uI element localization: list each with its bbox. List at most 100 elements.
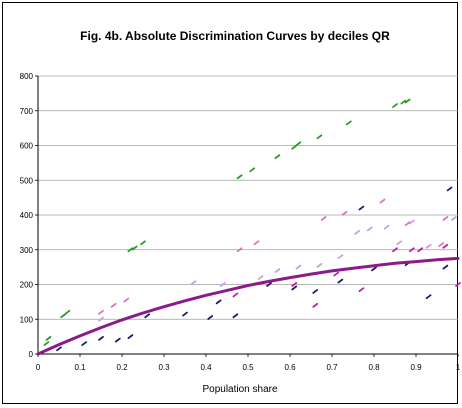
data-point-navy xyxy=(182,311,188,317)
data-point-lavender xyxy=(337,254,344,260)
data-point-green xyxy=(140,240,146,246)
x-tick-label: 0.3 xyxy=(158,363,170,372)
x-tick-label: 0.6 xyxy=(284,363,296,372)
y-tick-label: 800 xyxy=(20,72,34,81)
data-point-navy xyxy=(337,278,344,284)
y-tick-labels: 0 100 200 300 400 500 600 700 800 xyxy=(20,72,34,359)
data-point-magenta xyxy=(312,302,319,308)
x-tick-label: 0.8 xyxy=(368,363,380,372)
data-point-pink xyxy=(123,297,130,303)
data-point-lavender xyxy=(396,240,403,246)
data-point-navy xyxy=(207,315,214,320)
data-point-green xyxy=(404,98,411,104)
data-point-pink xyxy=(236,247,243,253)
data-point-navy xyxy=(127,334,134,340)
data-point-pink xyxy=(379,198,386,204)
data-point-green xyxy=(316,134,323,140)
data-point-pink xyxy=(404,221,411,227)
data-point-magenta xyxy=(417,247,424,253)
data-point-navy xyxy=(312,289,319,294)
data-point-navy xyxy=(98,335,104,341)
data-point-pink xyxy=(438,242,445,247)
x-tick-label: 1 xyxy=(456,363,461,372)
data-point-pink xyxy=(110,302,117,308)
data-point-magenta xyxy=(408,247,415,253)
data-point-navy xyxy=(371,266,377,272)
discrimination-curve-line xyxy=(36,256,460,356)
x-tick-label: 0 xyxy=(36,363,41,372)
x-tick-label: 0.5 xyxy=(242,363,254,372)
data-point-lavender xyxy=(316,262,323,268)
y-tick-label: 400 xyxy=(20,211,34,220)
data-point-green xyxy=(236,174,243,180)
data-point-navy xyxy=(358,205,365,211)
data-point-lavender xyxy=(425,243,432,249)
data-point-green xyxy=(345,120,352,126)
data-points xyxy=(43,98,461,352)
data-point-lavender xyxy=(190,280,197,286)
data-point-navy xyxy=(144,313,151,319)
data-point-green xyxy=(249,167,256,173)
data-point-green xyxy=(60,313,67,319)
data-point-lavender xyxy=(366,226,373,232)
x-tick-label: 0.2 xyxy=(116,363,128,372)
data-point-navy xyxy=(291,285,298,291)
data-point-pink xyxy=(98,309,104,315)
data-point-navy xyxy=(446,186,453,192)
data-point-pink xyxy=(442,216,449,221)
data-point-navy xyxy=(81,341,88,346)
data-point-green xyxy=(400,99,407,105)
data-point-navy xyxy=(232,313,239,319)
curve-layer xyxy=(36,256,460,356)
y-tick-label: 700 xyxy=(20,107,34,116)
y-tick-label: 100 xyxy=(20,315,34,324)
data-point-lavender xyxy=(98,316,104,322)
x-tick-label: 0.1 xyxy=(74,363,86,372)
data-point-lavender xyxy=(257,275,264,280)
y-tick-label: 500 xyxy=(20,176,34,185)
data-point-magenta xyxy=(333,271,340,277)
data-point-lavender xyxy=(408,219,415,225)
y-tick-label: 200 xyxy=(20,281,34,290)
data-point-navy xyxy=(215,299,222,305)
data-point-pink xyxy=(341,210,348,216)
x-tick-label: 0.4 xyxy=(200,363,212,372)
x-tick-label: 0.9 xyxy=(410,363,422,372)
x-tick-labels: 0 0.1 0.2 0.3 0.4 0.5 0.6 0.7 0.8 0.9 1 xyxy=(36,363,461,372)
chart-title: Fig. 4b. Absolute Discrimination Curves … xyxy=(80,29,390,43)
data-point-lavender xyxy=(295,264,302,270)
data-point-green xyxy=(274,154,281,160)
data-point-pink xyxy=(320,216,327,221)
data-point-lavender xyxy=(383,224,390,230)
data-point-lavender xyxy=(354,229,361,235)
axis-layer xyxy=(35,75,459,357)
data-point-navy xyxy=(56,346,62,352)
data-point-green xyxy=(131,245,138,251)
data-point-navy xyxy=(442,264,449,270)
data-point-green xyxy=(127,247,134,253)
y-tick-label: 600 xyxy=(20,142,34,151)
data-point-magenta xyxy=(392,247,398,253)
data-point-magenta xyxy=(291,282,298,287)
data-point-lavender xyxy=(274,268,281,274)
data-point-magenta xyxy=(455,282,461,287)
data-point-magenta xyxy=(232,292,239,298)
data-point-green xyxy=(64,309,71,315)
data-point-green xyxy=(392,103,398,108)
data-point-green xyxy=(295,141,302,147)
data-point-lavender xyxy=(219,282,226,287)
data-point-green xyxy=(291,144,298,150)
grid-layer xyxy=(38,75,458,320)
data-point-pink xyxy=(253,240,260,246)
data-point-lavender xyxy=(450,216,457,221)
y-tick-label: 0 xyxy=(29,350,34,359)
data-point-navy xyxy=(425,294,432,300)
x-tick-label: 0.7 xyxy=(326,363,338,372)
data-point-magenta xyxy=(358,287,365,293)
data-point-green xyxy=(45,335,52,341)
data-point-magenta xyxy=(442,243,449,249)
data-point-navy xyxy=(266,282,272,287)
y-tick-label: 300 xyxy=(20,246,34,255)
data-point-green xyxy=(43,341,50,346)
